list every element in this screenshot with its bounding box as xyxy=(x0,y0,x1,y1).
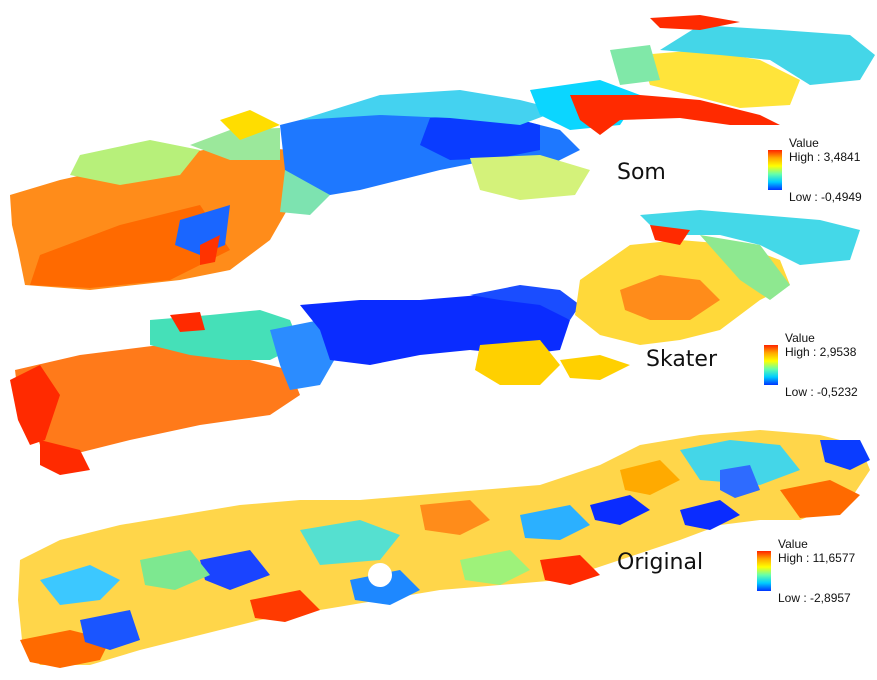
legend-low-value: Low : -2,8957 xyxy=(778,591,851,605)
region xyxy=(15,345,300,455)
legend-color-ramp xyxy=(764,345,778,385)
region xyxy=(40,565,120,605)
region xyxy=(280,170,330,215)
region xyxy=(475,340,560,385)
region xyxy=(720,465,760,498)
region xyxy=(460,550,530,585)
region xyxy=(570,95,780,135)
region xyxy=(140,550,210,590)
panel-label-som: Som xyxy=(617,160,666,185)
region xyxy=(170,312,205,332)
region xyxy=(80,610,140,650)
legend-high-value: High : 11,6577 xyxy=(778,551,856,565)
region xyxy=(650,225,690,245)
map-som xyxy=(10,15,875,290)
legend-color-ramp xyxy=(768,150,782,190)
region xyxy=(70,140,200,185)
region xyxy=(610,45,660,85)
legend-original: Value High : 11,6577 Low : -2,8957 xyxy=(752,537,862,617)
region xyxy=(590,495,650,525)
region xyxy=(640,210,860,265)
region xyxy=(700,235,790,300)
region xyxy=(540,555,600,585)
region xyxy=(300,520,400,565)
region xyxy=(220,110,280,140)
region xyxy=(620,275,720,320)
legend-title: Value xyxy=(789,136,819,150)
region xyxy=(300,90,560,125)
region xyxy=(470,155,590,200)
legend-title: Value xyxy=(785,331,815,345)
region xyxy=(200,550,270,590)
legend-skater: Value High : 2,9538 Low : -0,5232 xyxy=(759,331,869,411)
region xyxy=(350,570,420,605)
region xyxy=(200,235,220,265)
panel-label-original: Original xyxy=(617,550,704,575)
region xyxy=(560,355,630,380)
region xyxy=(820,440,870,470)
map-original xyxy=(18,430,870,668)
region xyxy=(660,25,875,85)
legend-color-ramp xyxy=(757,551,771,591)
region xyxy=(680,500,740,530)
region xyxy=(520,505,590,540)
region xyxy=(780,480,860,518)
region xyxy=(190,128,280,160)
region xyxy=(40,440,90,475)
region-hole xyxy=(368,563,392,587)
legend-low-value: Low : -0,5232 xyxy=(785,385,858,399)
legend-low-value: Low : -0,4949 xyxy=(789,190,862,204)
region xyxy=(680,440,800,485)
region xyxy=(420,500,490,535)
panel-label-skater: Skater xyxy=(646,347,718,372)
map-skater xyxy=(10,210,860,475)
legend-high-value: High : 3,4841 xyxy=(789,150,861,164)
region xyxy=(650,15,740,30)
region xyxy=(620,460,680,495)
region xyxy=(640,50,800,108)
legend-som: Value High : 3,4841 Low : -0,4949 xyxy=(763,136,873,216)
region xyxy=(470,285,580,320)
legend-title: Value xyxy=(778,537,808,551)
region xyxy=(250,590,320,622)
legend-high-value: High : 2,9538 xyxy=(785,345,857,359)
region xyxy=(10,365,60,445)
